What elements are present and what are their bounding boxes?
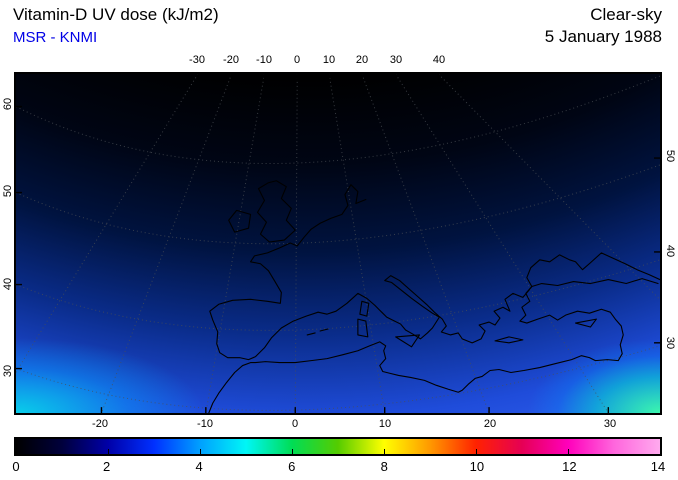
colorbar-label: 6 xyxy=(288,459,296,474)
colorbar-tick xyxy=(567,449,569,454)
lon-tick-label-top: 0 xyxy=(293,54,301,66)
colorbar-gradient xyxy=(14,437,662,456)
lon-tick-label-bottom: -20 xyxy=(92,418,108,430)
source-label: MSR - KNMI xyxy=(13,29,98,46)
colorbar-label: 14 xyxy=(650,459,666,474)
lon-tick-label-top: 40 xyxy=(432,54,446,66)
colorbar-tick xyxy=(292,449,294,454)
lon-tick-label-bottom: 0 xyxy=(291,418,299,430)
colorbar-label: 8 xyxy=(380,459,388,474)
colorbar-label: 4 xyxy=(195,459,203,474)
axis-ticks xyxy=(16,74,660,413)
colorbar-tick xyxy=(199,449,201,454)
colorbar-label: 0 xyxy=(12,459,20,474)
lat-tick-label-right: 30 xyxy=(664,336,676,350)
lon-tick-label-top: -30 xyxy=(189,54,205,66)
colorbar-tick xyxy=(476,449,477,454)
lon-tick-label-bottom: 20 xyxy=(483,418,497,430)
lon-tick-label-bottom: 30 xyxy=(603,418,617,430)
colorbar-tick xyxy=(383,449,385,454)
lon-tick-label-top: 20 xyxy=(355,54,369,66)
map-panel xyxy=(14,72,662,415)
lat-tick-label-right: 40 xyxy=(664,244,676,258)
lat-tick-label-left: 40 xyxy=(2,277,14,291)
lat-tick-label-right: 50 xyxy=(664,149,676,163)
lon-tick-label-top: -20 xyxy=(223,54,239,66)
lon-tick-label-bottom: -10 xyxy=(197,418,213,430)
lon-tick-label-top: 10 xyxy=(322,54,336,66)
lat-tick-label-left: 50 xyxy=(2,184,14,198)
lat-tick-label-left: 60 xyxy=(2,97,14,111)
colorbar-label: 2 xyxy=(102,459,111,474)
lon-tick-label-top: -10 xyxy=(256,54,272,66)
colorbar-label: 12 xyxy=(562,459,577,474)
colorbar-tick xyxy=(108,449,110,454)
map-overlay xyxy=(16,74,660,413)
lon-tick-label-bottom: 10 xyxy=(378,418,392,430)
colorbar-label: 10 xyxy=(469,459,485,474)
date-label: 5 January 1988 xyxy=(544,27,662,46)
coastlines xyxy=(208,180,660,413)
page-title: Vitamin-D UV dose (kJ/m2) xyxy=(13,5,219,24)
lon-tick-label-top: 30 xyxy=(389,54,403,66)
condition-label: Clear-sky xyxy=(590,5,662,24)
lat-tick-label-left: 30 xyxy=(2,364,14,378)
graticule xyxy=(16,74,660,413)
